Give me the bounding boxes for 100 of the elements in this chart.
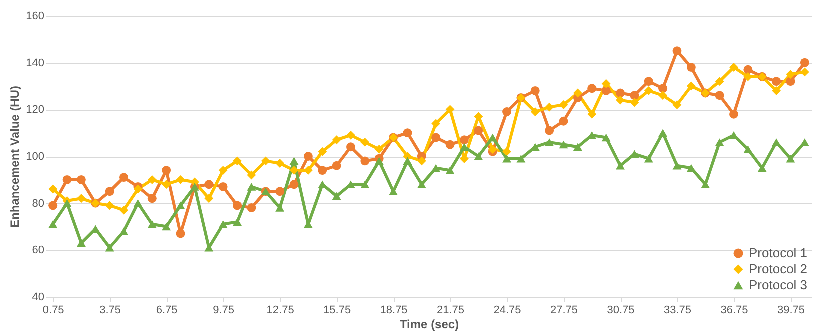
point xyxy=(120,228,128,236)
point xyxy=(76,239,86,248)
x-tick-label: 12.75 xyxy=(266,304,294,316)
point xyxy=(644,77,654,86)
x-tick-label: 0.75 xyxy=(42,304,64,316)
point xyxy=(148,220,157,228)
point xyxy=(545,126,554,136)
point xyxy=(800,58,810,68)
point xyxy=(204,194,214,204)
y-axis-title: Enhancement Value (HU) xyxy=(8,86,22,228)
point xyxy=(559,140,568,149)
y-tick-label: 100 xyxy=(26,151,44,163)
point xyxy=(644,86,654,96)
x-tick-label: 36.75 xyxy=(720,304,748,316)
point xyxy=(602,86,611,96)
point xyxy=(360,180,370,188)
point xyxy=(247,170,256,180)
point xyxy=(446,105,455,114)
point xyxy=(644,154,654,163)
x-tick-label: 18.75 xyxy=(380,304,408,316)
point xyxy=(105,187,114,196)
point xyxy=(48,201,58,210)
point xyxy=(176,175,186,184)
x-axis-title: Time (sec) xyxy=(400,318,460,332)
point xyxy=(120,173,128,182)
point xyxy=(105,201,114,210)
point xyxy=(730,63,738,72)
x-tick-label: 6.75 xyxy=(156,304,178,316)
point xyxy=(630,98,640,108)
point xyxy=(290,166,299,176)
point xyxy=(332,136,342,145)
point xyxy=(233,218,242,226)
point xyxy=(474,112,484,122)
x-tick-label: 39.75 xyxy=(777,304,805,316)
point xyxy=(488,134,498,142)
point xyxy=(530,108,540,116)
legend-label: Protocol 3 xyxy=(749,278,808,292)
point xyxy=(62,175,72,184)
point xyxy=(276,187,285,196)
point xyxy=(76,175,86,184)
point xyxy=(48,184,58,194)
legend-label: Protocol 2 xyxy=(749,262,808,276)
point xyxy=(162,166,172,176)
point xyxy=(218,182,228,192)
point xyxy=(218,166,228,176)
point xyxy=(417,156,426,166)
y-tick-label: 60 xyxy=(32,244,44,257)
point xyxy=(602,79,611,88)
point xyxy=(460,136,469,145)
point xyxy=(658,91,668,100)
point xyxy=(304,152,313,161)
point xyxy=(346,142,356,152)
point xyxy=(134,199,143,208)
y-tick-label: 120 xyxy=(26,104,44,116)
point xyxy=(290,180,299,190)
point xyxy=(332,161,342,170)
point xyxy=(247,183,256,191)
point xyxy=(176,229,186,238)
point xyxy=(616,162,625,170)
point xyxy=(134,184,143,194)
point xyxy=(176,202,186,210)
point xyxy=(686,164,696,172)
point xyxy=(616,96,625,105)
point xyxy=(290,157,299,166)
point xyxy=(474,152,484,160)
point xyxy=(403,157,412,166)
point xyxy=(276,159,285,168)
point xyxy=(772,77,782,86)
x-tick-label: 30.75 xyxy=(607,304,635,316)
point xyxy=(403,128,412,138)
point xyxy=(545,102,554,112)
point xyxy=(588,110,597,119)
point xyxy=(559,100,568,110)
point xyxy=(148,175,157,184)
point xyxy=(105,244,114,252)
point xyxy=(744,65,753,74)
point xyxy=(786,77,796,86)
x-tick-label: 9.75 xyxy=(213,304,235,316)
y-tick-label: 40 xyxy=(32,292,44,304)
point xyxy=(715,77,724,86)
point xyxy=(715,91,724,100)
x-tick-label: 3.75 xyxy=(100,304,122,316)
point xyxy=(374,145,384,154)
point xyxy=(389,188,398,196)
point xyxy=(346,130,356,140)
point xyxy=(360,156,370,166)
point xyxy=(233,156,242,166)
point xyxy=(48,220,58,228)
point xyxy=(417,180,426,188)
point xyxy=(686,82,696,91)
point xyxy=(672,100,682,110)
point xyxy=(62,199,72,208)
point xyxy=(786,154,796,163)
point xyxy=(247,204,256,212)
point xyxy=(148,194,157,204)
point xyxy=(120,206,128,215)
point xyxy=(502,154,512,163)
x-tick-label: 27.75 xyxy=(550,304,578,316)
point xyxy=(446,166,455,174)
point xyxy=(658,84,668,94)
